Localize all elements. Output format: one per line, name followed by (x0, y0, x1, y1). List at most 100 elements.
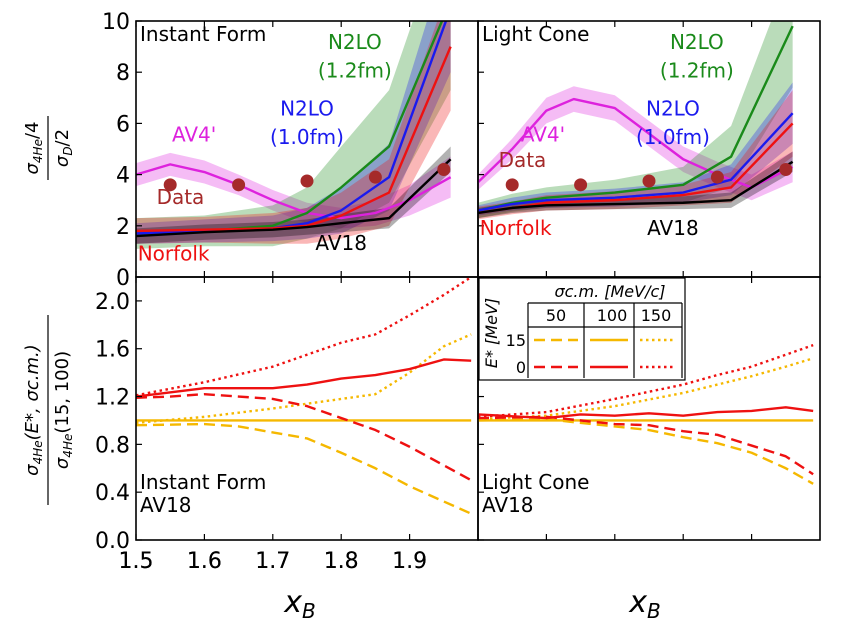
bottom-y-axis-label: σ4He(E*, σc.m.) σ4He(15, 100) (22, 315, 75, 505)
data-point (300, 174, 314, 188)
data-point (437, 162, 451, 176)
top-y-axis-label: σ4He/4 σD/2 (22, 116, 75, 180)
legend-row-title: E* [MeV] (482, 298, 501, 368)
line-n2lo-1-0fm- (478, 112, 794, 212)
series-label: N2LO (280, 97, 334, 121)
line-av4- (136, 163, 452, 220)
band-norfolk (478, 90, 793, 220)
x-tick-label: 1.8 (324, 549, 359, 574)
data-point (505, 178, 519, 192)
line-av18 (478, 160, 794, 215)
line-n2lo-1-2fm- (478, 25, 794, 212)
series-label: Data (499, 148, 547, 172)
series-label: AV18 (647, 216, 699, 240)
panel-subtitle: AV18 (140, 493, 192, 517)
data-point (368, 170, 382, 184)
legend-row-label: 0 (516, 358, 526, 377)
plot-area (136, 277, 472, 515)
series-label: Norfolk (138, 241, 210, 265)
legend-col-label: 150 (641, 306, 672, 325)
legend-box (478, 277, 686, 381)
panel-frame (477, 276, 821, 541)
band-n2lo-1-2fm- (478, 21, 793, 219)
x-tick-label: 1.6 (187, 549, 222, 574)
line-e-15-150 (136, 333, 472, 425)
axis-labels: xB xB σ4He/4 σD/2 σ4He(E*, σc.m.) σ4He(1… (22, 116, 661, 623)
series-label: N2LO (646, 97, 700, 121)
data-point (163, 178, 177, 192)
plot-area (478, 21, 794, 220)
x-tick-label: 1.5 (119, 549, 154, 574)
series-label: (1.0fm) (636, 125, 710, 149)
top-y-label-denominator: σD/2 (52, 129, 75, 167)
legend-row-label: 15 (506, 331, 526, 350)
data-point (232, 178, 246, 192)
y-tick-label: 2.0 (95, 290, 130, 315)
line-e-0-150 (478, 344, 814, 419)
line-n2lo-1-0fm- (136, 21, 448, 235)
y-tick-label: 1.2 (95, 386, 130, 411)
series-label: N2LO (670, 30, 724, 54)
panel-title: Instant Form (140, 470, 266, 494)
data-point (574, 178, 588, 192)
x-tick-label: 1.9 (392, 549, 427, 574)
y-tick-label: 6 (116, 112, 130, 137)
line-e-0-100 (478, 406, 814, 420)
y-tick-label: 8 (116, 61, 130, 86)
bottom-y-label-numerator: σ4He(E*, σc.m.) (22, 344, 45, 476)
line-norfolk (136, 46, 452, 233)
data-point (642, 174, 656, 188)
x-tick-label: 1.9 (392, 549, 427, 574)
series-label: Norfolk (480, 216, 552, 240)
series-label: (1.2fm) (318, 58, 392, 82)
legend-col-label: 50 (546, 306, 566, 325)
y-tick-label: 4 (116, 164, 130, 189)
x-axis-label-right: xB (628, 585, 661, 623)
band-av4- (136, 152, 451, 229)
y-tick-label: 0.0 (95, 529, 130, 554)
x-tick-label: 1.6 (187, 549, 222, 574)
top-y-label-numerator: σ4He/4 (22, 122, 45, 175)
line-e-0-50 (478, 415, 814, 476)
plot-area (136, 21, 452, 249)
legend-title: σc.m. [MeV/c] (554, 282, 665, 301)
y-tick-label: 1.6 (95, 338, 130, 363)
line-e-0-50 (136, 392, 472, 482)
series-label: N2LO (328, 30, 382, 54)
y-tick-label: 0.8 (95, 433, 130, 458)
line-av18 (136, 158, 452, 238)
series-label: AV4' (521, 122, 565, 146)
data-point (710, 170, 724, 184)
panel-bottom-left: 1.5 1.6 1.7 1.8 1.9 0.0 0.4 0.8 1.2 1.6 2.0 Instant… (95, 276, 479, 574)
series-label: (1.2fm) (660, 58, 734, 82)
x-axis-label-left: xB (283, 585, 316, 623)
x-tick-label: 1.5 (119, 549, 154, 574)
plot-area (478, 344, 814, 485)
panels: 1.5 1.6 1.7 1.8 1.9 0 2 4 6 8 10 Instant Form N2LO (1… (95, 10, 821, 574)
x-tick-label: 1.7 (255, 549, 290, 574)
series-label: Data (157, 185, 205, 209)
x-tick-label: 1.8 (324, 549, 359, 574)
series-label: AV18 (315, 231, 367, 255)
legend-col-label: 100 (597, 306, 628, 325)
band-n2lo-1-2fm- (136, 21, 451, 249)
bottom-y-label-denominator: σ4He(15, 100) (52, 351, 75, 469)
line-e-0-150 (136, 277, 472, 397)
line-av4- (478, 97, 794, 189)
panel-title: Light Cone (482, 470, 589, 494)
panel-subtitle: AV18 (482, 493, 534, 517)
series-label: (1.0fm) (270, 125, 344, 149)
x-tick-label: 1.7 (255, 549, 290, 574)
y-tick-label: 0.4 (95, 481, 130, 506)
panel-top-left: 1.5 1.6 1.7 1.8 1.9 0 2 4 6 8 10 Instant Form N2LO (1… (102, 10, 479, 574)
y-tick-label: 0 (116, 266, 130, 291)
line-e-15-50 (136, 422, 472, 515)
y-tick-label: 10 (102, 10, 130, 35)
line-e-15-150 (478, 357, 814, 421)
y-tick-label: 2 (116, 215, 130, 240)
series-label: AV4' (172, 122, 216, 146)
data-point (779, 162, 793, 176)
